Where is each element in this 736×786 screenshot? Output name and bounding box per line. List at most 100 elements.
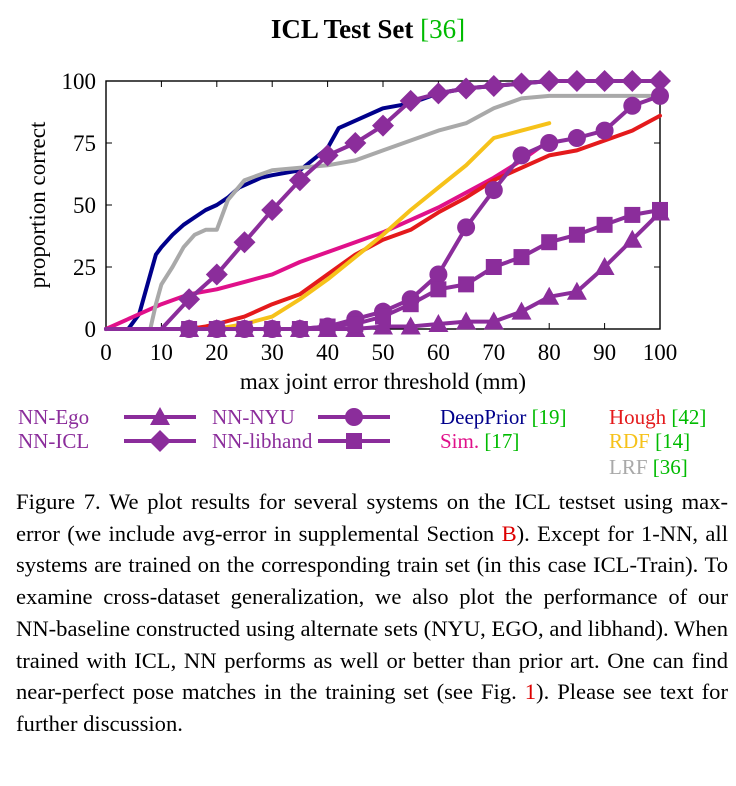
caption-section-ref[interactable]: B [501,520,517,546]
data-point [458,276,475,293]
x-tick-label: 100 [643,340,678,365]
caption-figure-label: Figure 7. [16,489,101,514]
data-point [485,259,502,275]
legend-item-nn-icl: NN-ICL [18,429,196,453]
x-tick-label: 40 [316,340,339,365]
y-tick-label: 75 [73,131,96,156]
caption-text-2: ). Except for 1-NN, all systems are trai… [16,520,728,705]
data-point [316,144,339,167]
figure-caption: Figure 7. We plot results for several sy… [16,486,728,740]
data-point [596,216,613,233]
legend-item-nn-nyu: NN-NYU [212,405,390,429]
legend-item-nn-ego: NN-Ego [18,405,196,429]
legend-citation: [14] [650,429,690,453]
legend-marker [150,407,170,425]
data-point [512,146,531,165]
legend-citation: [42] [666,405,706,429]
data-point [649,70,671,92]
data-point [428,314,449,333]
legend-marker [345,408,363,426]
data-point [511,301,532,320]
data-point [429,265,448,284]
data-point [208,321,225,337]
data-point [264,321,281,337]
x-tick-label: 80 [538,340,561,365]
caption-fig-ref[interactable]: 1 [524,679,537,705]
x-tick-label: 70 [482,340,505,365]
x-tick-label: 60 [427,340,450,365]
legend-marker [346,433,362,449]
chart-title-text: ICL Test Set [270,14,414,44]
data-point [178,288,201,311]
y-tick-label: 25 [73,255,96,280]
data-point [456,311,477,330]
series-nn-libhand [104,201,668,337]
legend-marker [149,430,171,452]
legend-label: NN-libhand [212,429,313,453]
plot-area [104,70,671,338]
legend-citation: [19] [526,405,566,429]
data-point [566,281,587,300]
legend-label: NN-NYU [212,405,295,429]
data-point [510,72,533,95]
x-tick-label: 50 [372,340,395,365]
data-point [483,311,504,330]
legend-item-rdf: RDF [14] [609,429,690,453]
data-point [455,77,478,100]
data-point [344,132,367,154]
legend-citation: [17] [479,429,519,453]
data-point [236,321,253,337]
data-point [568,226,585,243]
data-point [399,89,422,112]
y-tick-label: 50 [73,193,96,218]
legend-label: DeepPrior [19] [440,405,567,429]
data-point [430,281,447,298]
legend-item-sim-: Sim. [17] [440,429,519,453]
legend-item-hough: Hough [42] [609,405,706,429]
data-point [205,263,228,286]
data-point [539,286,560,305]
data-point [372,114,394,137]
caption-text-1: We plot results for several systems on t… [16,489,728,546]
y-axis-label: proportion correct [25,121,50,288]
x-tick-label: 20 [205,340,228,365]
data-point [261,198,284,221]
data-point [181,321,198,337]
y-tick-label: 0 [85,317,97,342]
data-point [538,70,561,92]
data-point [594,257,615,275]
data-point [623,96,642,115]
data-point [375,308,391,325]
data-point [402,296,419,313]
chart-svg: 0 10 20 30 40 50 60 70 80 90 100 0 25 50 75 100 max join… [18,69,706,479]
legend-label: LRF [36] [609,455,688,479]
legend-label: Sim. [17] [440,429,519,453]
x-tick-label: 0 [100,340,112,365]
legend-label: RDF [14] [609,429,690,453]
data-point [427,82,450,105]
x-axis-label: max joint error threshold (mm) [240,369,526,394]
x-tick-label: 30 [261,340,284,365]
legend-item-nn-libhand: NN-libhand [212,429,390,453]
data-point [621,70,644,92]
series-nn-icl [104,70,671,331]
legend-item-deepprior: DeepPrior [19] [440,405,567,429]
legend-label: NN-Ego [18,405,89,429]
data-point [541,234,558,251]
data-point [622,229,643,248]
data-point [651,86,669,105]
data-point [513,249,530,266]
axes: 0 10 20 30 40 50 60 70 80 90 100 0 25 50 75 100 max join… [25,69,677,394]
caption-text-3: ). Please see text for further discussio… [16,679,728,736]
data-point [347,316,364,333]
chart-title: ICL Test Set [36] [0,14,736,45]
data-point [540,134,559,152]
data-point [400,316,421,335]
data-point [291,321,308,337]
legend-item-lrf: LRF [36] [609,455,688,479]
legend-label: NN-ICL [18,429,89,453]
data-point [482,74,505,97]
data-point [233,231,256,254]
data-point [567,129,586,148]
data-point [288,169,311,192]
